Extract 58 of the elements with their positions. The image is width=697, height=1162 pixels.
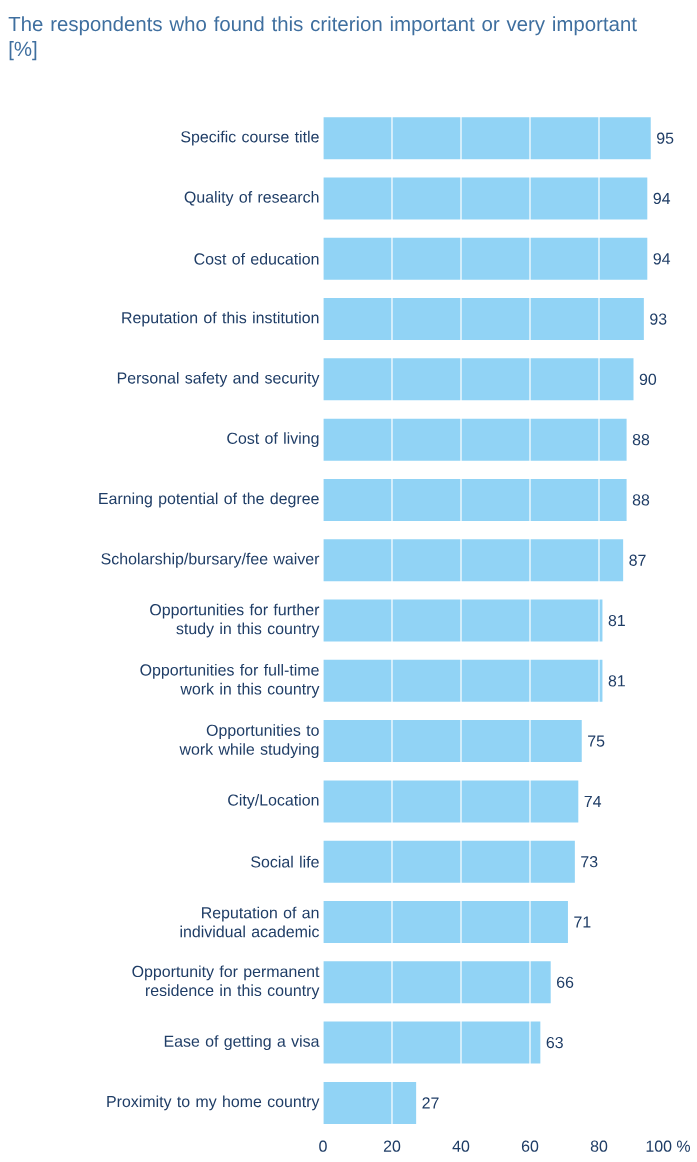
bar <box>323 780 579 823</box>
data-label: 95 <box>657 132 674 144</box>
bar <box>323 117 651 160</box>
x-tick-label: 20 <box>383 1140 401 1152</box>
data-label: 90 <box>639 373 657 386</box>
y-tick-label: Scholarship/bursary/fee waiver <box>101 552 320 568</box>
bar <box>323 298 644 341</box>
data-label: 87 <box>629 554 646 566</box>
y-tick-label: Opportunities for full-time work in this country <box>140 663 320 698</box>
bar <box>323 961 551 1004</box>
x-tick-label: 100 % <box>646 1140 691 1152</box>
bar <box>323 358 634 401</box>
bar <box>323 599 603 642</box>
data-label: 74 <box>584 795 602 807</box>
y-tick-label: Quality of research <box>184 191 319 206</box>
chart-title: The respondents who found this criterion important or very important [%] <box>8 16 637 61</box>
bar <box>323 478 627 521</box>
y-tick-label: Reputation of this institution <box>122 311 319 327</box>
data-label: 27 <box>422 1097 439 1109</box>
data-label: 63 <box>546 1036 563 1049</box>
y-tick-label: Earning potential of the degree <box>99 492 319 508</box>
x-tick-label: 0 <box>319 1140 327 1152</box>
y-tick-label: Cost of education <box>194 252 319 265</box>
data-label: 93 <box>650 313 667 325</box>
y-tick-label: Opportunity for permanent residence in this country <box>132 965 320 1000</box>
bar <box>323 720 582 763</box>
x-tick-label: 60 <box>521 1140 539 1152</box>
x-tick-label: 40 <box>452 1140 470 1152</box>
data-label: 81 <box>608 675 625 687</box>
data-label: 66 <box>557 976 574 988</box>
data-label: 81 <box>608 614 625 627</box>
data-label: 94 <box>653 253 671 265</box>
y-tick-label: Specific course title <box>181 130 319 146</box>
y-tick-label: Social life <box>251 855 319 868</box>
bar <box>323 1021 541 1064</box>
y-tick-label: Opportunities to work while studying <box>179 724 319 759</box>
data-label: 88 <box>632 434 650 446</box>
y-tick-label: Reputation of an individual academic <box>180 906 320 938</box>
y-tick-label: Proximity to my home country <box>107 1095 320 1111</box>
bar <box>323 901 568 944</box>
y-tick-label: Personal safety and security <box>117 371 320 387</box>
bar <box>323 237 648 280</box>
data-label: 71 <box>574 916 591 928</box>
data-label: 75 <box>588 735 605 747</box>
bar <box>323 177 648 220</box>
data-label: 73 <box>581 856 598 868</box>
data-label: 88 <box>632 494 650 506</box>
y-tick-label: City/Location <box>228 793 319 809</box>
bar <box>323 418 627 461</box>
bar <box>323 840 575 883</box>
x-tick-label: 80 <box>590 1140 608 1152</box>
y-tick-label: Ease of getting a visa <box>164 1035 320 1051</box>
data-label: 94 <box>653 192 671 205</box>
bar <box>323 539 624 582</box>
y-tick-label: Opportunities for further study in this country <box>150 603 320 638</box>
y-tick-label: Cost of living <box>227 432 319 448</box>
bar <box>323 1081 417 1124</box>
bar <box>323 659 603 702</box>
